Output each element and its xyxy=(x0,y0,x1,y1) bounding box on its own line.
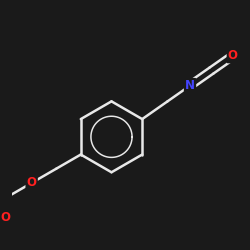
Text: N: N xyxy=(185,79,195,92)
Text: O: O xyxy=(228,49,238,62)
Text: O: O xyxy=(0,211,10,224)
Text: O: O xyxy=(27,176,37,190)
